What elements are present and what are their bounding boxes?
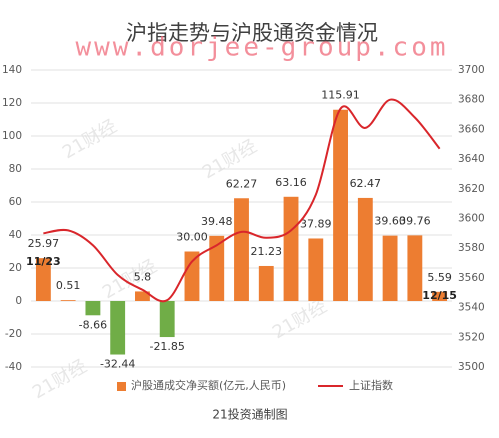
watermark-faint: 21财经 xyxy=(199,136,261,184)
data-label: 39.48 xyxy=(201,215,233,228)
y2-tick-label: 3560 xyxy=(458,272,485,284)
data-label: 115.91 xyxy=(321,89,360,102)
data-label: -21.85 xyxy=(149,340,184,353)
data-label: 39.76 xyxy=(399,214,431,227)
y2-tick-label: 3660 xyxy=(458,123,485,135)
data-label: -32.44 xyxy=(100,358,135,371)
bar xyxy=(357,197,373,301)
data-label: 37.89 xyxy=(300,217,332,230)
data-label: 30.00 xyxy=(176,231,208,244)
bar xyxy=(85,301,101,316)
y2-tick-label: 3540 xyxy=(458,302,485,314)
bar xyxy=(308,238,324,301)
bar xyxy=(35,258,51,301)
y-tick-label: 60 xyxy=(9,196,22,208)
data-label: 63.16 xyxy=(275,176,307,189)
bar xyxy=(407,235,423,301)
legend-label: 上证指数 xyxy=(349,378,393,392)
category-label: 11/23 xyxy=(26,255,61,268)
y-tick-label: 80 xyxy=(9,163,22,175)
bar xyxy=(184,251,200,301)
y-tick-label: 20 xyxy=(9,262,22,274)
y2-tick-label: 3640 xyxy=(458,153,485,165)
index-line xyxy=(43,98,441,303)
chart-title: 沪指走势与沪股通资金情况 xyxy=(126,21,378,45)
watermark-faint: 21财经 xyxy=(269,296,331,344)
data-label: 62.47 xyxy=(350,177,382,190)
y-tick-label: 120 xyxy=(2,97,22,109)
data-label: 21.23 xyxy=(251,245,283,258)
data-label: 39.60 xyxy=(374,215,406,228)
y2-tick-label: 3500 xyxy=(458,361,485,373)
y2-tick-label: 3580 xyxy=(458,242,485,254)
bar xyxy=(382,235,398,301)
data-label: 25.97 xyxy=(28,237,60,250)
y2-tick-label: 3600 xyxy=(458,213,485,225)
y-tick-label: 140 xyxy=(2,64,22,76)
bar xyxy=(110,301,126,355)
y-tick-label: 40 xyxy=(9,229,22,241)
data-label: 62.27 xyxy=(226,177,258,190)
data-label: 0.51 xyxy=(56,279,81,292)
legend-swatch xyxy=(117,382,126,391)
category-label: 12/15 xyxy=(422,289,457,302)
y2-tick-label: 3680 xyxy=(458,94,485,106)
y-tick-label: 0 xyxy=(15,295,22,307)
bar xyxy=(258,265,274,301)
bar xyxy=(333,109,348,301)
y-tick-label: -40 xyxy=(5,361,22,373)
source-note: 21投资通制图 xyxy=(212,407,287,422)
bar xyxy=(209,235,225,301)
legend-label: 沪股通成交净买额(亿元,人民币) xyxy=(131,378,286,392)
watermark-faint: 21财经 xyxy=(29,356,91,404)
bar xyxy=(159,301,175,338)
data-label: -8.66 xyxy=(79,318,107,331)
y2-tick-label: 3520 xyxy=(458,331,485,343)
y2-tick-label: 3700 xyxy=(458,64,485,76)
bar xyxy=(432,291,448,301)
y-tick-label: -20 xyxy=(5,328,22,340)
y-tick-label: 100 xyxy=(2,130,22,142)
bar xyxy=(283,196,299,301)
y2-tick-label: 3620 xyxy=(458,183,485,195)
data-label: 5.59 xyxy=(427,271,452,284)
data-label: 5.8 xyxy=(134,270,152,283)
bar xyxy=(234,198,249,301)
watermark-faint: 21财经 xyxy=(59,116,121,164)
bar xyxy=(60,300,76,301)
bar xyxy=(135,291,150,301)
watermark: www.dorjee-group.com xyxy=(75,33,448,63)
